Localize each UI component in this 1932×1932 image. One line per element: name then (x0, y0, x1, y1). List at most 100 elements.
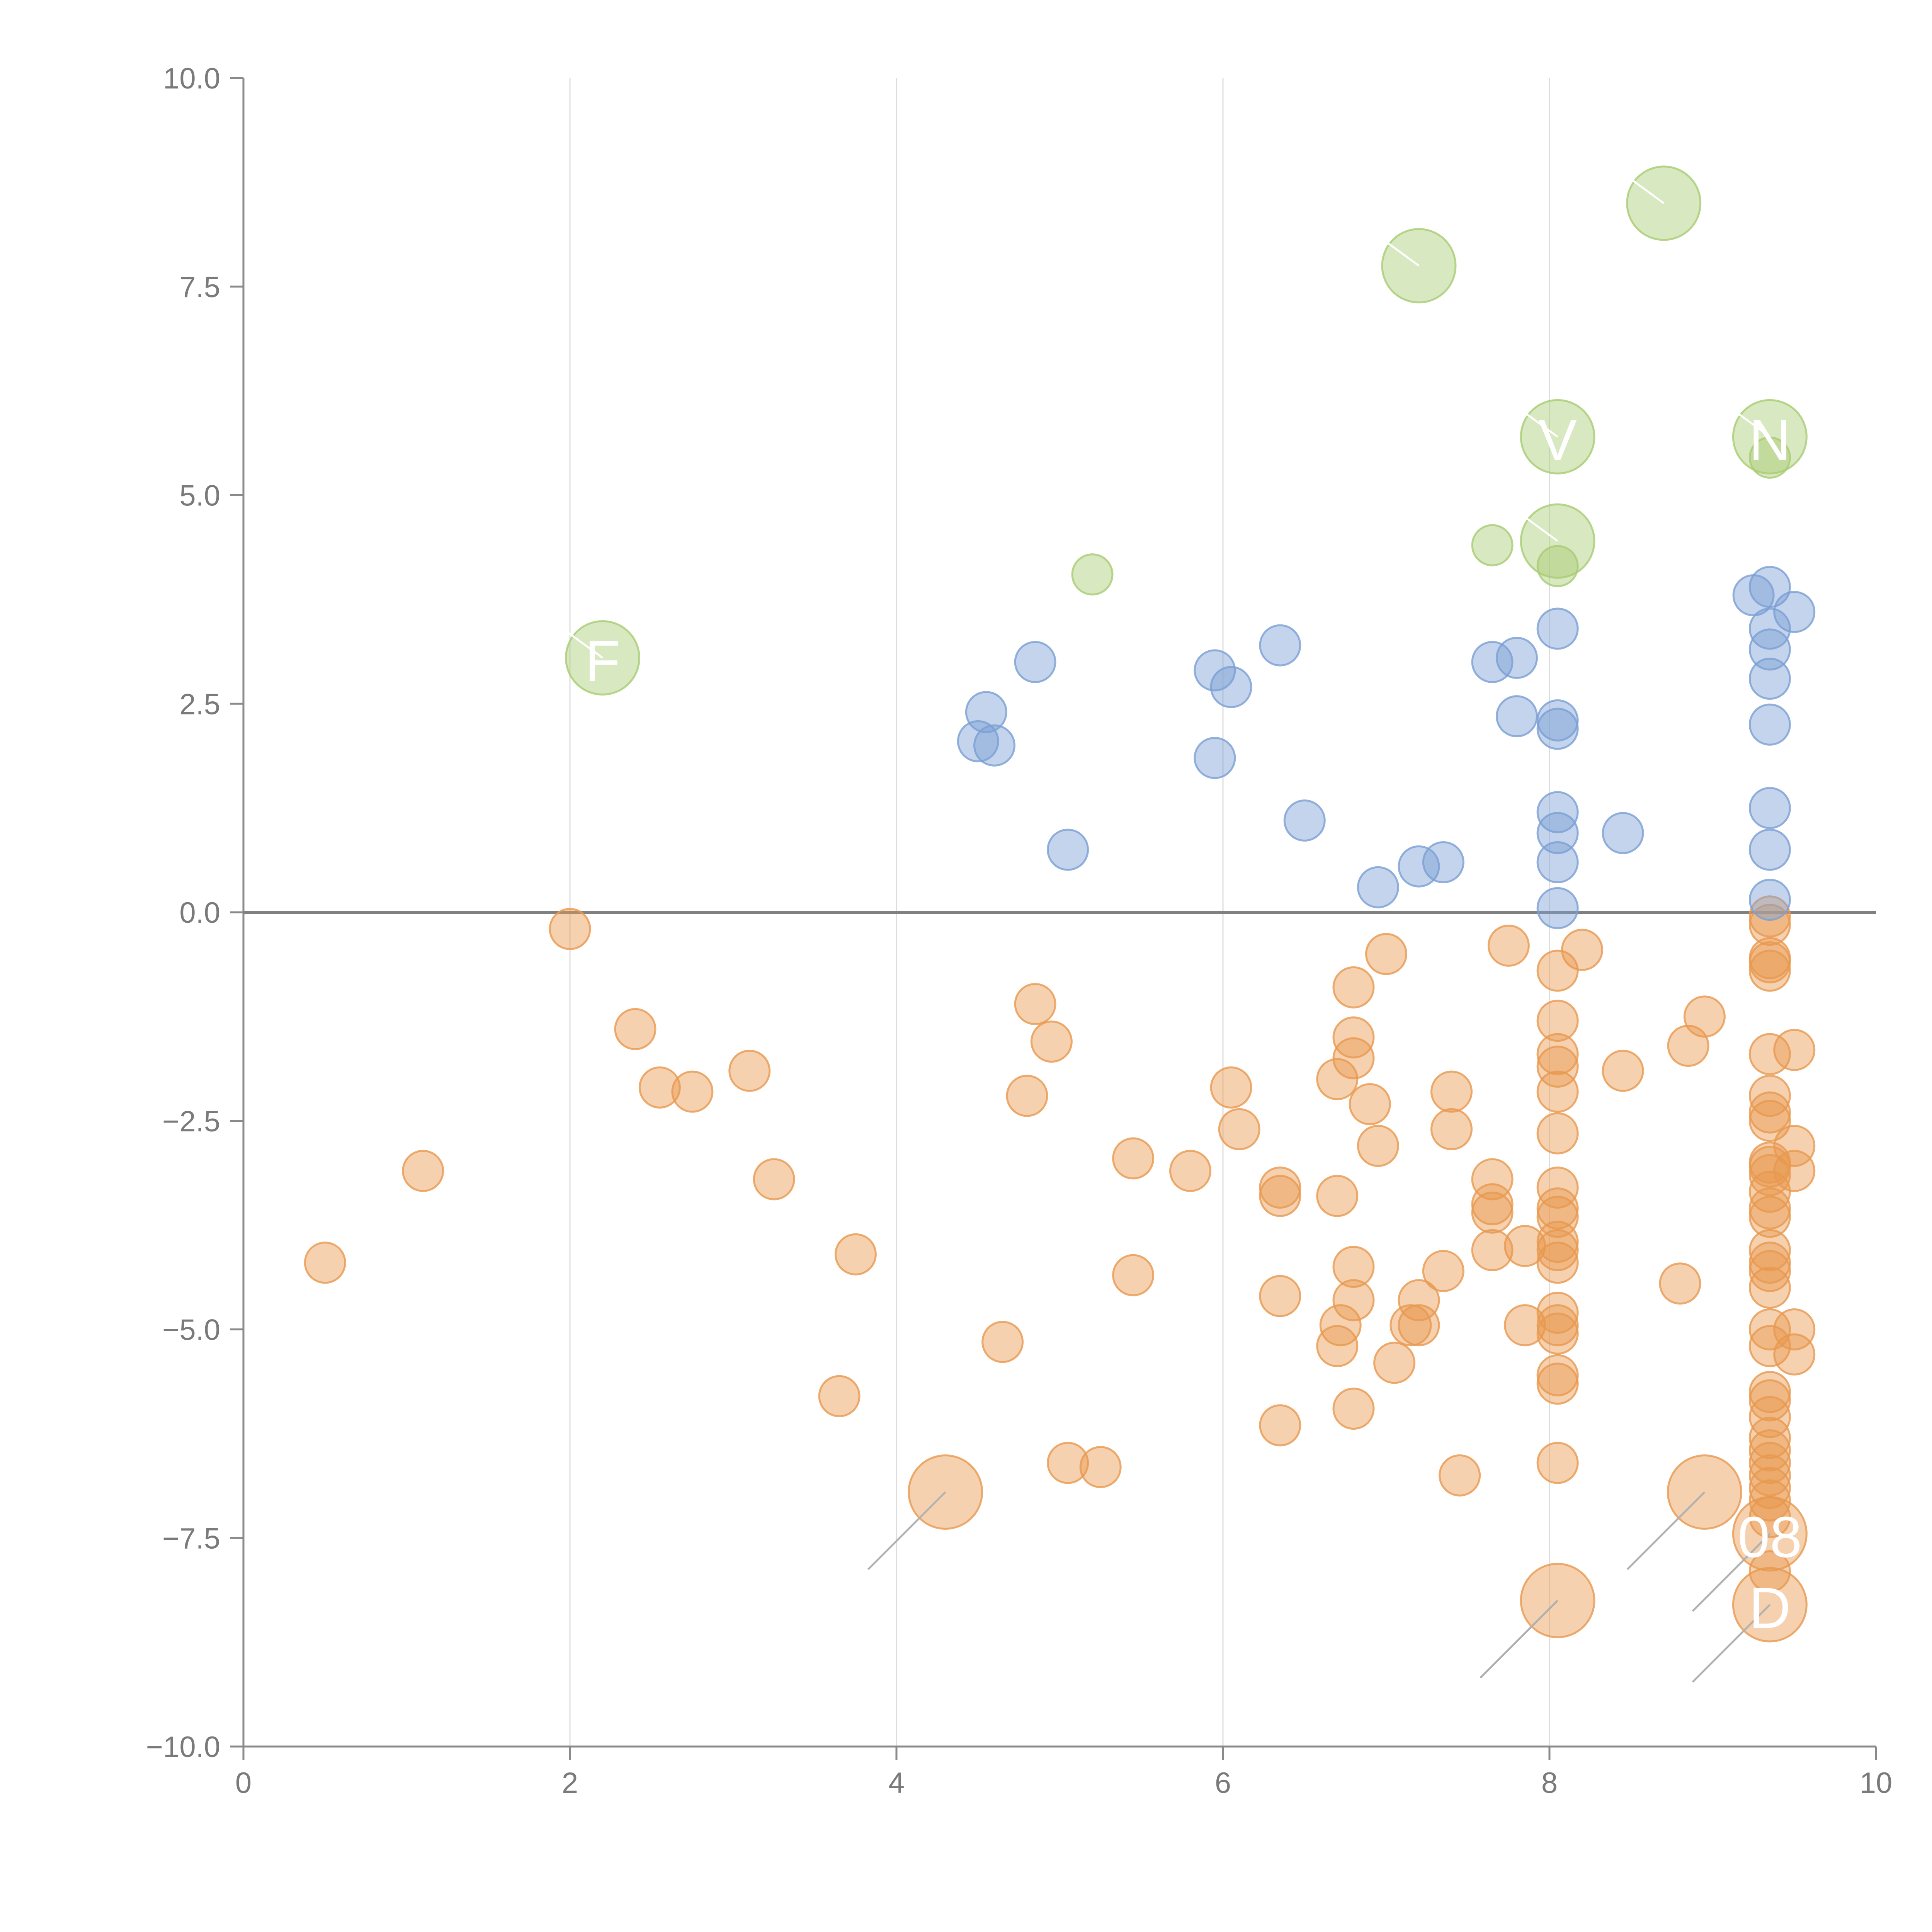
y-tick-label: 7.5 (179, 271, 220, 304)
data-point-negative (1349, 1083, 1391, 1126)
data-point-negative (1430, 1108, 1473, 1150)
data-point-positive (1536, 887, 1579, 929)
data-point-negative (1398, 1279, 1440, 1321)
data-point-negative (1332, 1037, 1375, 1080)
data-point-negative (1748, 1417, 1791, 1459)
data-point-positive (1357, 866, 1399, 908)
data-point-positive (1283, 799, 1326, 842)
data-point-positive (1496, 637, 1538, 679)
leader-line (1692, 1604, 1771, 1683)
data-point-positive (1496, 695, 1538, 738)
data-point-positive (1194, 649, 1236, 692)
y-tick-label: 0.0 (179, 896, 220, 929)
leader-line (1692, 1533, 1771, 1612)
highlighted-point-label: N (1749, 407, 1791, 472)
data-point-negative (1536, 1045, 1579, 1088)
data-point-positive (1259, 624, 1301, 667)
data-point-negative (1536, 949, 1579, 992)
data-point-negative (1439, 1454, 1481, 1497)
data-point-negative (1748, 1325, 1791, 1367)
data-point-positive (965, 691, 1007, 733)
data-point-negative (981, 1321, 1024, 1363)
data-point-negative (1112, 1254, 1155, 1296)
data-point-negative (1373, 1342, 1416, 1384)
data-point-negative (1259, 1175, 1301, 1217)
data-point-negative (1047, 1442, 1089, 1484)
data-point-negative (1602, 1049, 1644, 1092)
data-point-negative (1422, 1250, 1464, 1292)
data-point-negative (1487, 924, 1530, 967)
data-point-negative (1536, 1000, 1579, 1042)
data-point-negative (1536, 1312, 1579, 1355)
data-point-negative (1748, 903, 1791, 946)
data-point-negative (402, 1150, 444, 1192)
data-point-positive (1748, 703, 1791, 746)
data-point-negative (1773, 1029, 1816, 1071)
data-point-high (1471, 524, 1514, 566)
leader-line (1711, 393, 1770, 438)
data-point-negative (1536, 1070, 1579, 1113)
data-point-negative (1332, 1388, 1375, 1430)
axis-layer: 0 2 4 6 8 10 10.0 7.5 5.0 2.5 0.0 −2.5 −5.0 −7.5 −10.0 (146, 62, 1893, 1799)
data-point-positive (1773, 591, 1816, 633)
data-point-negative (1773, 1150, 1816, 1192)
data-point-negative (1748, 1075, 1791, 1117)
leader-line (867, 1491, 946, 1570)
data-point-negative (549, 908, 591, 950)
label-layer: F V N 08D (544, 160, 1802, 1683)
data-point-negative (1332, 1279, 1375, 1321)
data-point-positive (1210, 666, 1252, 708)
data-point-negative (1561, 929, 1603, 971)
leader-line (544, 614, 603, 659)
data-point-negative (1014, 983, 1056, 1025)
y-tick-label: 10.0 (163, 62, 220, 95)
data-point-negative (1169, 1150, 1211, 1192)
data-point-negative (1748, 1267, 1791, 1309)
data-point-positive (1422, 841, 1464, 883)
data-point-negative (1536, 1229, 1579, 1271)
data-point-positive (1194, 737, 1236, 779)
y-tick-label: −7.5 (162, 1522, 220, 1555)
leader-line (1360, 222, 1420, 267)
data-point-positive (1748, 879, 1791, 921)
data-point-negative (1218, 1108, 1260, 1150)
highlighted-point-label: 08 (1738, 1504, 1802, 1569)
data-point-negative (1748, 1454, 1791, 1497)
data-point-positive (1536, 812, 1579, 854)
data-point-negative (1536, 1362, 1579, 1405)
data-point-negative (1332, 966, 1375, 1009)
data-point-negative (1030, 1020, 1073, 1063)
x-tick-label: 8 (1541, 1767, 1558, 1799)
data-point-negative (1748, 1379, 1791, 1422)
x-tick-label: 2 (562, 1767, 578, 1799)
highlighted-point-label: V (1538, 407, 1577, 472)
data-point-negative (1357, 1125, 1399, 1167)
data-point-negative (614, 1008, 656, 1050)
data-point-negative (1316, 1325, 1359, 1367)
data-point-positive (1748, 628, 1791, 671)
data-point-negative (1773, 1125, 1816, 1167)
data-point-negative (1365, 933, 1407, 975)
data-point-negative (834, 1233, 877, 1276)
data-point-negative (1536, 1112, 1579, 1155)
data-point-positive (1748, 787, 1791, 829)
leader-line (1499, 393, 1558, 438)
data-point-positive (1748, 657, 1791, 700)
data-point-negative (1659, 1262, 1701, 1305)
data-point-negative (1471, 1191, 1514, 1234)
data-point-positive (1536, 607, 1579, 650)
x-tick-label: 4 (888, 1767, 905, 1799)
data-point-negative (1683, 995, 1726, 1038)
data-point-negative (1332, 1246, 1375, 1288)
data-point-negative (1471, 1229, 1514, 1271)
data-point-negative (753, 1158, 795, 1201)
data-point-negative (1079, 1446, 1122, 1488)
data-point-negative (1430, 1070, 1473, 1113)
data-point-negative (1536, 1196, 1579, 1238)
data-point-negative (1536, 1242, 1579, 1284)
highlighted-point-label: D (1749, 1575, 1791, 1640)
data-point-negative (1748, 1196, 1791, 1238)
data-point-negative (1398, 1304, 1440, 1347)
data-point-negative (1210, 1066, 1252, 1109)
data-point-high (1748, 436, 1791, 479)
